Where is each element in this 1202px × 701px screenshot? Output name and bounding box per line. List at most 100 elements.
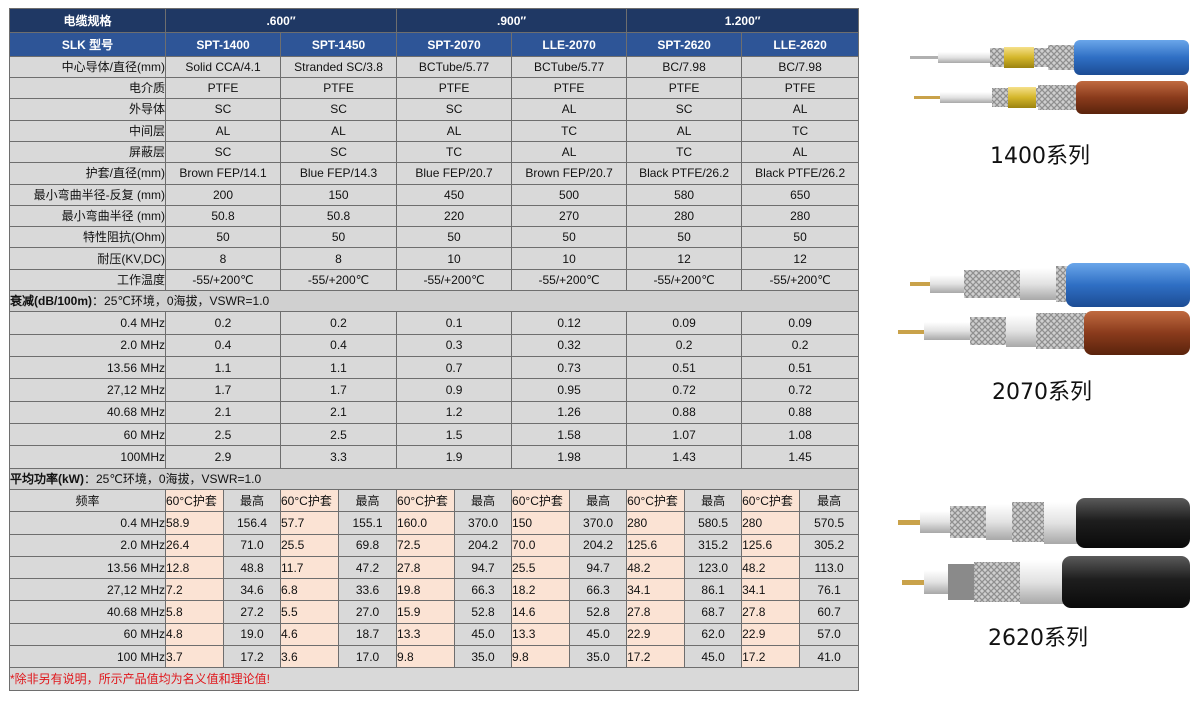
power-60c-value: 280 — [741, 511, 801, 535]
jacket-60c-header: 60°C护套 — [626, 488, 686, 513]
attenuation-value: 0.4 — [279, 333, 398, 358]
spec-value: BC/7.98 — [741, 55, 860, 78]
size-group-header: 1.200″ — [626, 7, 860, 34]
attenuation-value: 2.9 — [165, 445, 281, 469]
power-60c-value: 125.6 — [741, 533, 801, 557]
power-max-value: 27.2 — [223, 600, 281, 624]
spec-value: 10 — [511, 247, 628, 270]
power-60c-value: 13.3 — [396, 622, 456, 647]
power-60c-value: 14.6 — [511, 600, 571, 624]
power-title-conditions: ：25℃环境，0海拔，VSWR=1.0 — [84, 471, 262, 486]
spec-value: 450 — [396, 183, 513, 206]
power-row: 60 MHz 4.8 19.0 4.6 18.7 13.3 45.0 13.3 45.0 22.9… — [9, 622, 860, 647]
spec-row: 工作温度 -55/+200℃ -55/+200℃ -55/+200℃ -55/+200℃… — [9, 268, 860, 292]
attenuation-title-conditions: ：25℃环境，0海拔，VSWR=1.0 — [92, 294, 270, 309]
frequency-label: 2.0 MHz — [9, 533, 166, 557]
jacket-60c-header: 60°C护套 — [741, 488, 801, 513]
power-max-value: 45.0 — [684, 645, 743, 669]
spec-value: 580 — [626, 183, 743, 206]
spec-value: 50 — [626, 226, 743, 249]
attenuation-value: 1.26 — [511, 400, 628, 424]
power-max-value: 71.0 — [223, 533, 281, 557]
attenuation-title: 衰减(dB/100m)：25℃环境，0海拔，VSWR=1.0 — [8, 290, 860, 313]
spec-value: Blue FEP/14.3 — [279, 162, 398, 185]
frequency-label: 0.4 MHz — [9, 511, 166, 535]
attenuation-value: 0.1 — [396, 311, 513, 335]
max-header: 最高 — [454, 488, 513, 513]
spec-value: 150 — [279, 183, 398, 206]
attenuation-value: 0.95 — [511, 378, 628, 402]
power-max-value: 45.0 — [569, 622, 628, 647]
power-max-value: 370.0 — [454, 511, 513, 535]
power-max-value: 204.2 — [454, 533, 513, 557]
attenuation-value: 0.51 — [741, 356, 860, 380]
series-2620-panel: 2620系列 — [880, 492, 1202, 662]
spec-value: SC — [279, 140, 398, 164]
power-max-value: 66.3 — [569, 578, 628, 602]
attenuation-value: 1.1 — [279, 356, 398, 380]
power-title-bold: 平均功率(kW) — [10, 471, 84, 486]
attenuation-value: 1.07 — [626, 422, 743, 447]
spec-row: 耐压(KV,DC) 8 8 10 10 12 12 — [9, 247, 860, 270]
attenuation-value: 1.45 — [741, 445, 860, 469]
spec-value: 270 — [511, 204, 628, 228]
spec-row: 中间层 AL AL AL TC AL TC — [9, 119, 860, 142]
spec-value: 12 — [741, 247, 860, 270]
power-max-value: 60.7 — [799, 600, 860, 624]
attenuation-title-bold: 衰减(dB/100m) — [10, 294, 93, 309]
spec-value: PTFE — [511, 76, 628, 100]
spec-value: 50.8 — [165, 204, 281, 228]
attenuation-value: 0.88 — [626, 400, 743, 424]
attenuation-row: 40.68 MHz 2.1 2.1 1.2 1.26 0.88 0.88 — [9, 400, 860, 424]
spec-value: AL — [511, 98, 628, 121]
spec-value: 50 — [396, 226, 513, 249]
header-size-row: 电缆规格 .600″ .900″ 1.200″ — [9, 7, 860, 34]
power-60c-value: 25.5 — [511, 555, 571, 580]
series-1400-label: 1400系列 — [990, 144, 1090, 169]
attenuation-value: 0.3 — [396, 333, 513, 358]
frequency-column-label: 频率 — [9, 488, 166, 513]
attenuation-value: 0.2 — [741, 333, 860, 358]
power-max-value: 204.2 — [569, 533, 628, 557]
power-subheader-row: 频率 60°C护套 最高 60°C护套 最高 60°C护套 最高 60°C护套 最高 60°C护套… — [9, 488, 860, 513]
footnote: *除非另有说明，所示产品值均为名义值和理论值! — [8, 667, 860, 691]
frequency-label: 13.56 MHz — [9, 356, 166, 380]
spec-row: 中心导体/直径(mm) Solid CCA/4.1 Stranded SC/3.8 B… — [9, 55, 860, 78]
model-label: SLK 型号 — [9, 32, 166, 57]
max-header: 最高 — [799, 488, 860, 513]
power-60c-value: 27.8 — [741, 600, 801, 624]
attenuation-value: 0.2 — [626, 333, 743, 358]
spec-label: 屏蔽层 — [9, 140, 166, 164]
spec-label: 外导体 — [9, 98, 166, 121]
max-header: 最高 — [684, 488, 743, 513]
spec-value: 12 — [626, 247, 743, 270]
series-2070-panel: 2070系列 — [880, 258, 1202, 408]
power-60c-value: 3.7 — [165, 645, 224, 669]
attenuation-value: 0.88 — [741, 400, 860, 424]
power-60c-value: 26.4 — [165, 533, 224, 557]
power-max-value: 156.4 — [223, 511, 281, 535]
spec-row: 屏蔽层 SC SC TC AL TC AL — [9, 140, 860, 164]
cable-1400-illustration — [910, 40, 1189, 114]
attenuation-value: 0.09 — [626, 311, 743, 335]
attenuation-row: 60 MHz 2.5 2.5 1.5 1.58 1.07 1.08 — [9, 422, 860, 447]
power-max-value: 94.7 — [454, 555, 513, 580]
series-1400-panel: 1400系列 — [880, 18, 1202, 188]
spec-label: 工作温度 — [9, 268, 166, 292]
spec-value: SC — [279, 98, 398, 121]
spec-table: 电缆规格 .600″ .900″ 1.200″ SLK 型号 SPT-1400 SPT-14… — [8, 7, 860, 691]
cable-2620-illustration — [898, 498, 1190, 608]
spec-value: 8 — [165, 247, 281, 270]
attenuation-row: 13.56 MHz 1.1 1.1 0.7 0.73 0.51 0.51 — [9, 356, 860, 380]
power-60c-value: 125.6 — [626, 533, 686, 557]
header-model-row: SLK 型号 SPT-1400 SPT-1450 SPT-2070 LLE-2070 SP… — [9, 32, 860, 57]
power-max-value: 68.7 — [684, 600, 743, 624]
attenuation-row: 27,12 MHz 1.7 1.7 0.9 0.95 0.72 0.72 — [9, 378, 860, 402]
power-60c-value: 4.8 — [165, 622, 224, 647]
frequency-label: 40.68 MHz — [9, 400, 166, 424]
spec-value: 50 — [741, 226, 860, 249]
power-max-value: 57.0 — [799, 622, 860, 647]
power-60c-value: 48.2 — [626, 555, 686, 580]
power-60c-value: 19.8 — [396, 578, 456, 602]
power-60c-value: 7.2 — [165, 578, 224, 602]
